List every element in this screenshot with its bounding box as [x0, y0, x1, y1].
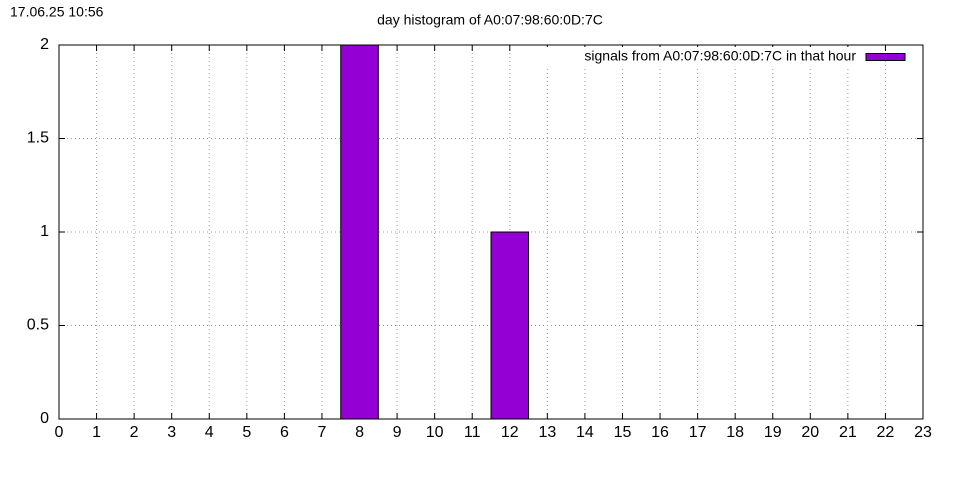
- x-tick-label: 9: [393, 424, 402, 441]
- x-tick-label: 5: [242, 424, 251, 441]
- y-tick-label: 1: [40, 223, 49, 240]
- x-tick-label: 21: [839, 424, 857, 441]
- x-tick-label: 12: [501, 424, 519, 441]
- x-tick-label: 19: [764, 424, 782, 441]
- x-tick-label: 8: [355, 424, 364, 441]
- chart-title: day histogram of A0:07:98:60:0D:7C: [377, 12, 603, 28]
- x-tick-label: 1: [92, 424, 101, 441]
- x-tick-label: 20: [801, 424, 819, 441]
- x-tick-label: 15: [614, 424, 632, 441]
- bar: [490, 231, 530, 420]
- x-tick-label: 16: [651, 424, 669, 441]
- x-tick-label: 18: [726, 424, 744, 441]
- x-tick-label: 17: [689, 424, 707, 441]
- x-tick-label: 13: [538, 424, 556, 441]
- x-tick-label: 2: [130, 424, 139, 441]
- legend-label: signals from A0:07:98:60:0D:7C in that h…: [584, 48, 856, 64]
- x-tick-label: 22: [877, 424, 895, 441]
- x-tick-label: 6: [280, 424, 289, 441]
- legend-swatch: [865, 53, 906, 61]
- x-tick-label: 10: [426, 424, 444, 441]
- y-tick-label: 2: [40, 36, 49, 53]
- x-tick-label: 7: [318, 424, 327, 441]
- plot-border: [58, 44, 924, 420]
- x-tick-label: 0: [55, 424, 64, 441]
- legend-background: [540, 47, 862, 67]
- bar: [340, 44, 379, 420]
- x-tick-label: 11: [464, 424, 481, 441]
- y-tick-label: 0.5: [27, 317, 49, 334]
- x-tick-label: 23: [914, 424, 932, 441]
- x-tick-label: 14: [576, 424, 594, 441]
- timestamp: 17.06.25 10:56: [10, 4, 104, 20]
- y-tick-label: 1.5: [27, 130, 49, 147]
- x-tick-label: 4: [205, 424, 214, 441]
- y-tick-label: 0: [40, 410, 49, 427]
- x-tick-label: 3: [167, 424, 176, 441]
